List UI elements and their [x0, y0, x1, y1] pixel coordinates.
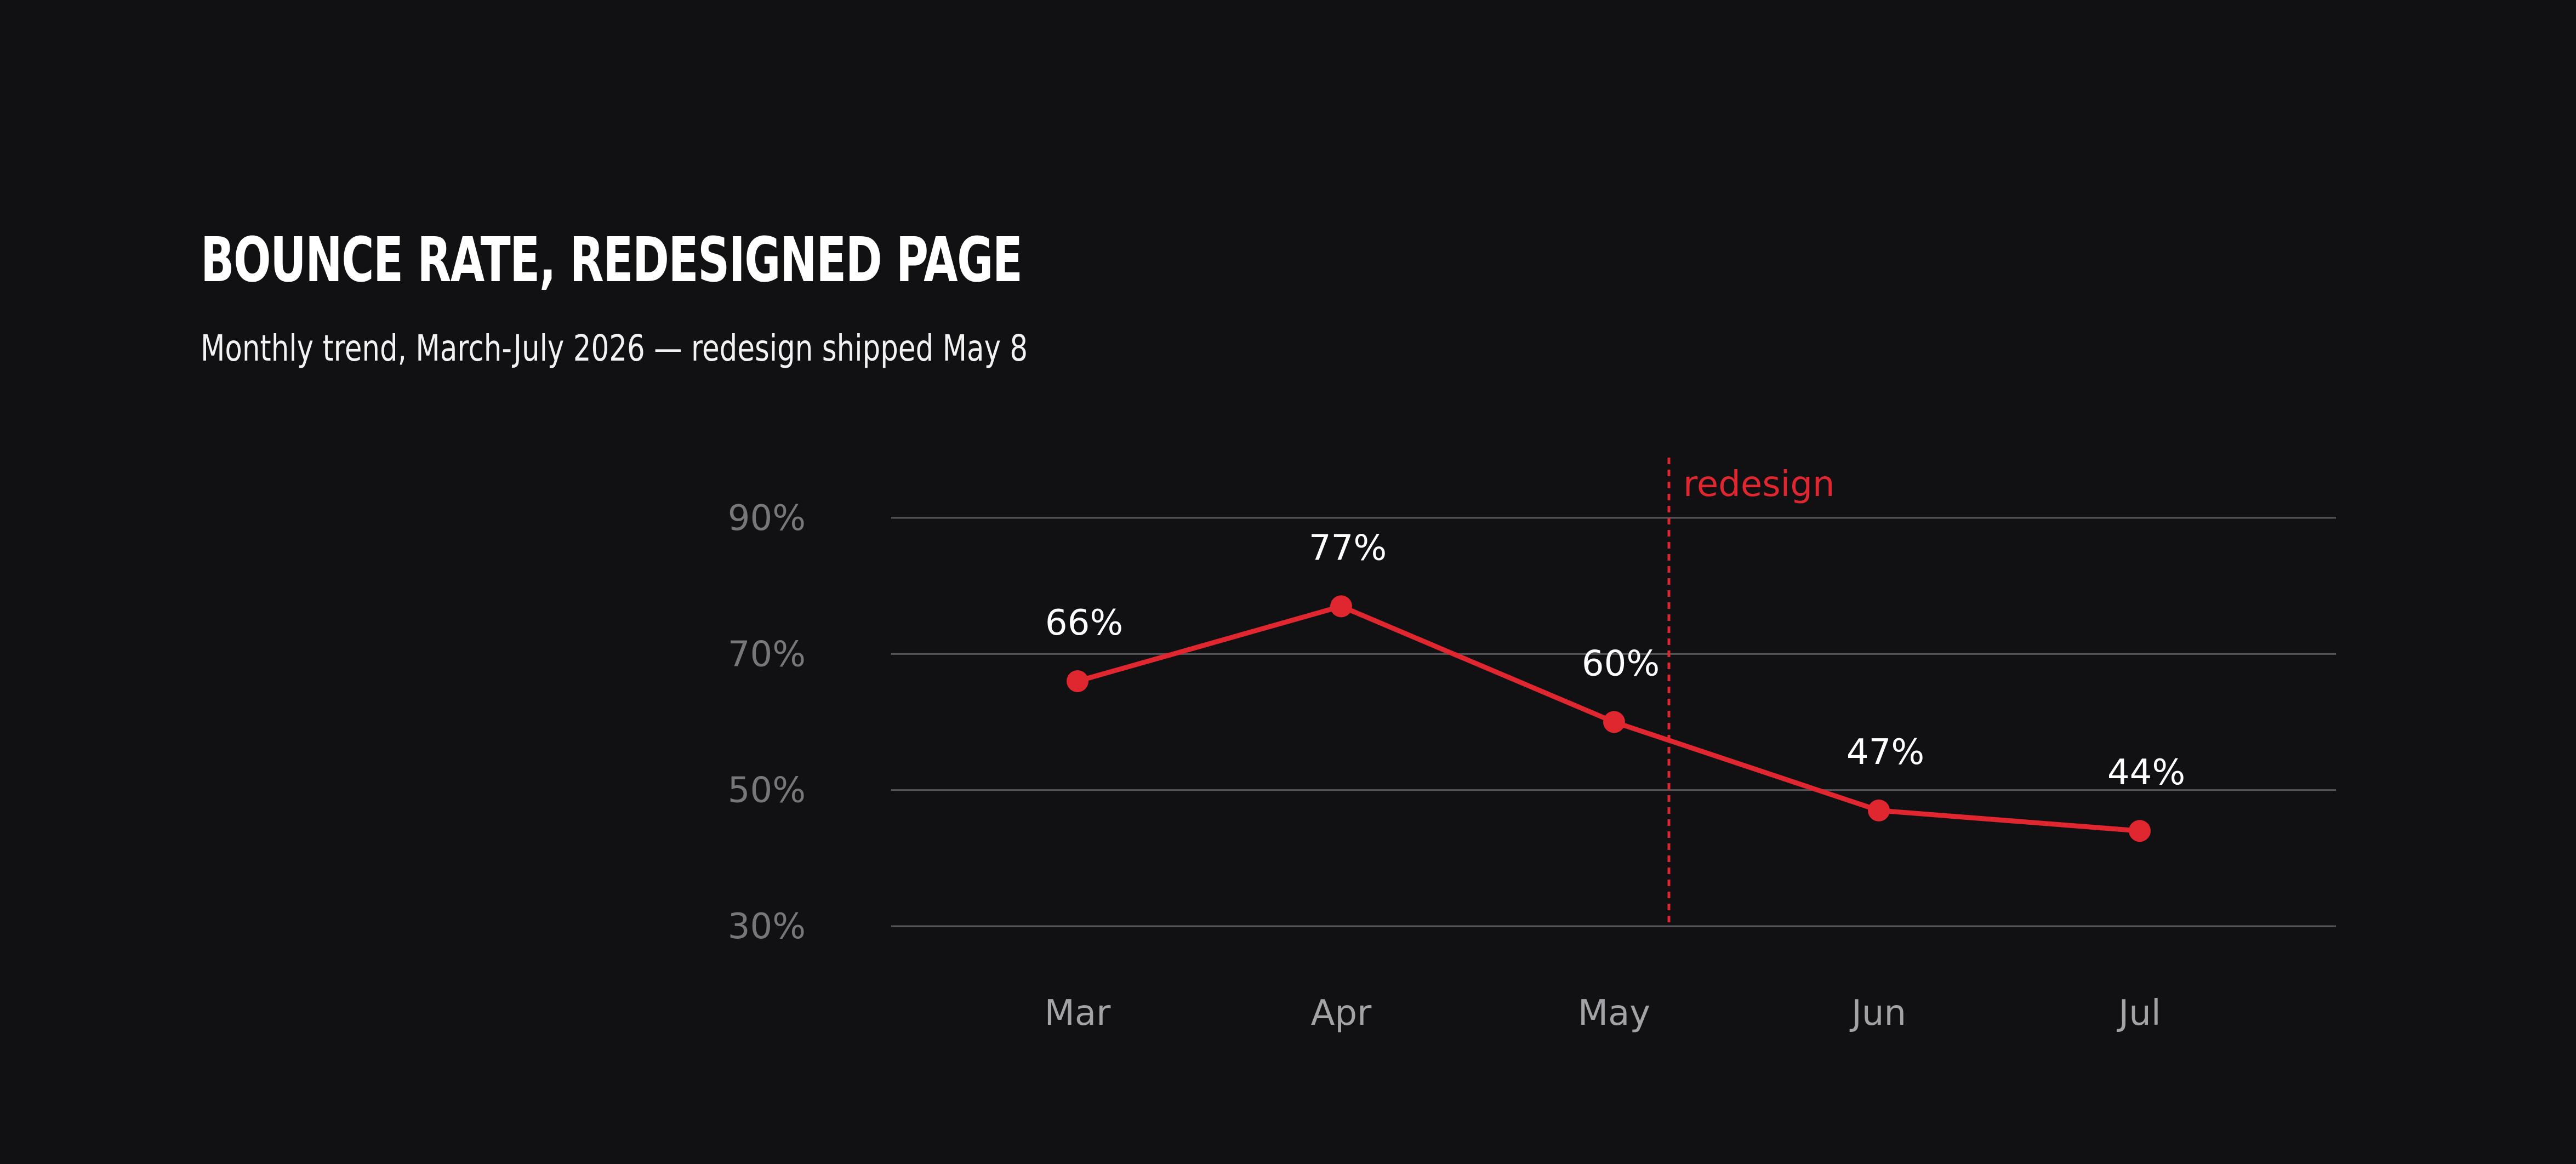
y-tick-label: 50%: [728, 771, 806, 811]
x-category-label: Mar: [1045, 993, 1111, 1034]
data-point: [1868, 799, 1890, 821]
y-tick-label: 90%: [728, 498, 806, 539]
y-tick-label: 70%: [728, 634, 806, 675]
x-category-label: May: [1578, 993, 1650, 1034]
data-point: [1603, 711, 1625, 733]
data-label: 44%: [2107, 752, 2185, 793]
y-axis-ticks: 90% 70% 50% 30%: [728, 498, 806, 947]
redesign-annotation: redesign: [1667, 458, 1835, 926]
redesign-marker-label: redesign: [1683, 464, 1835, 505]
chart-subtitle: Monthly trend, March-July 2026 — redesig…: [201, 327, 1028, 369]
x-axis-categories: Mar Apr May Jun Jul: [1045, 993, 2161, 1034]
x-category-label: Jul: [2116, 993, 2161, 1034]
x-category-label: Apr: [1311, 993, 1372, 1034]
grid-layer: [891, 517, 2336, 927]
y-tick-label: 30%: [728, 906, 806, 947]
data-point: [2129, 820, 2151, 842]
x-category-label: Jun: [1849, 993, 1906, 1034]
data-label: 77%: [1309, 528, 1387, 568]
data-point: [1330, 595, 1352, 618]
data-label: 47%: [1846, 732, 1924, 773]
data-labels: 66% 77% 60% 47% 44%: [1045, 528, 2185, 793]
data-point: [1067, 670, 1088, 692]
data-label: 66%: [1045, 603, 1123, 643]
chart-title: BOUNCE RATE, REDESIGNED PAGE: [201, 225, 1023, 296]
data-label: 60%: [1582, 644, 1660, 684]
series-layer: [1067, 595, 2151, 842]
